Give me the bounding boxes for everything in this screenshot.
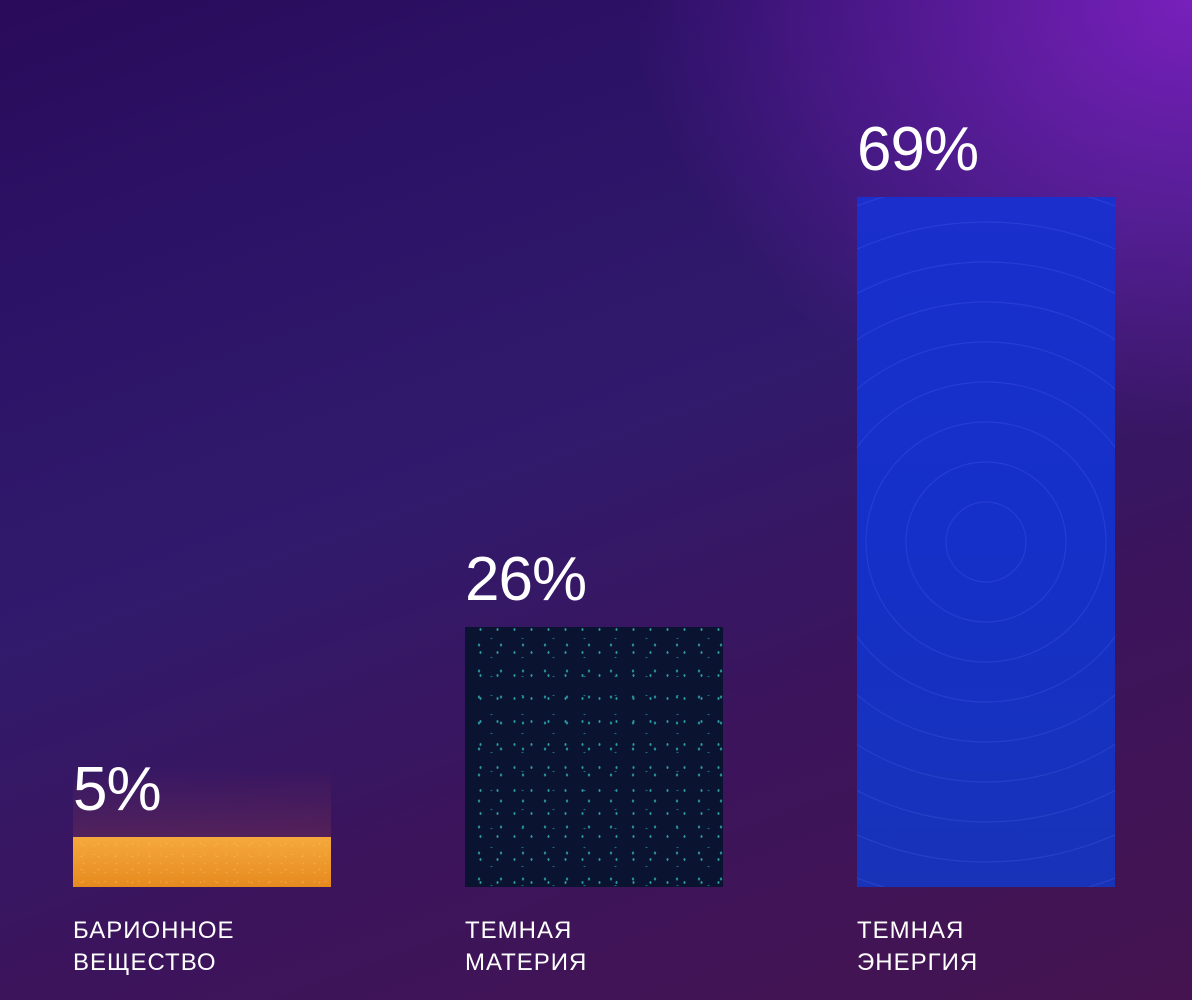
percent-label: 5% xyxy=(73,754,161,825)
category-label: ТЕМНАЯ ЭНЕРГИЯ xyxy=(857,915,978,980)
bar-darkmatter xyxy=(465,627,723,887)
percent-label: 69% xyxy=(857,114,978,185)
category-label: ТЕМНАЯ МАТЕРИЯ xyxy=(465,915,587,980)
bar-darkenergy xyxy=(857,197,1115,887)
composition-bar-chart: 5% БАРИОННОЕ ВЕЩЕСТВО 26% ТЕМНАЯ МАТЕРИЯ xyxy=(0,0,1192,1000)
bar-baryonic xyxy=(73,837,331,887)
category-label: БАРИОННОЕ ВЕЩЕСТВО xyxy=(73,915,235,980)
percent-label: 26% xyxy=(465,544,586,615)
rings-texture xyxy=(857,197,1115,887)
